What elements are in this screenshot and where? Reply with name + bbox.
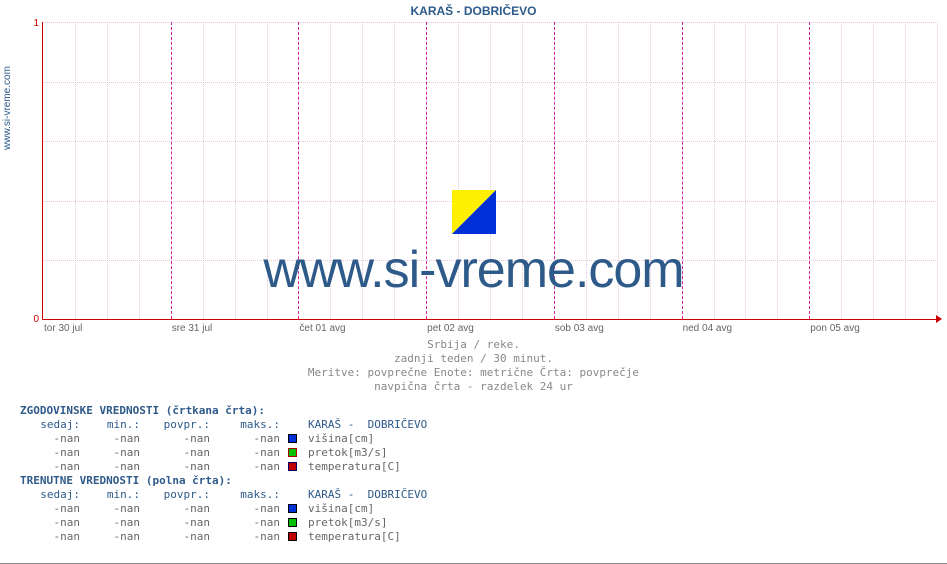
grid-v (905, 22, 906, 319)
day-divider (554, 22, 555, 319)
subtitle-line2: zadnji teden / 30 minut. (0, 352, 947, 366)
table-header: ZGODOVINSKE VREDNOSTI (črtkana črta): (20, 404, 508, 418)
chart-subtitle: Srbija / reke. zadnji teden / 30 minut. … (0, 338, 947, 394)
xtick: pon 05 avg (810, 323, 860, 334)
grid-v (841, 22, 842, 319)
subtitle-line4: navpična črta - razdelek 24 ur (0, 380, 947, 394)
grid-v (586, 22, 587, 319)
grid-v (490, 22, 491, 319)
subtitle-line3: Meritve: povprečne Enote: metrične Črta:… (0, 366, 947, 380)
data-tables: ZGODOVINSKE VREDNOSTI (črtkana črta):sed… (20, 404, 508, 544)
day-divider (682, 22, 683, 319)
grid-v (777, 22, 778, 319)
grid-v (75, 22, 76, 319)
grid-v (330, 22, 331, 319)
legend-swatch-icon (288, 518, 297, 527)
grid-v (267, 22, 268, 319)
source-label: www.si-vreme.com (2, 66, 13, 150)
grid-v (235, 22, 236, 319)
chart-plot-area (42, 22, 936, 320)
grid-v (937, 22, 938, 319)
xtick: sre 31 jul (172, 323, 213, 334)
ytick-0: 0 (9, 314, 39, 325)
grid-v (522, 22, 523, 319)
grid-v (107, 22, 108, 319)
grid-v (362, 22, 363, 319)
table-header: TRENUTNE VREDNOSTI (polna črta): (20, 474, 508, 488)
xtick: ned 04 avg (683, 323, 733, 334)
grid-v (650, 22, 651, 319)
grid-v (873, 22, 874, 319)
legend-swatch-icon (288, 448, 297, 457)
grid-v (618, 22, 619, 319)
legend-swatch-icon (288, 434, 297, 443)
xtick: čet 01 avg (299, 323, 345, 334)
xtick: pet 02 avg (427, 323, 474, 334)
grid-v (139, 22, 140, 319)
legend-swatch-icon (288, 504, 297, 513)
legend-swatch-icon (288, 532, 297, 541)
grid-v (714, 22, 715, 319)
chart-title: KARAŠ - DOBRIČEVO (0, 4, 947, 18)
grid-v (745, 22, 746, 319)
grid-v (394, 22, 395, 319)
subtitle-line1: Srbija / reke. (0, 338, 947, 352)
day-divider (426, 22, 427, 319)
day-divider (171, 22, 172, 319)
grid-v (458, 22, 459, 319)
xtick: tor 30 jul (44, 323, 82, 334)
grid-v (203, 22, 204, 319)
day-divider (809, 22, 810, 319)
day-divider (298, 22, 299, 319)
xtick: sob 03 avg (555, 323, 604, 334)
legend-swatch-icon (288, 462, 297, 471)
ytick-1: 1 (9, 18, 39, 29)
